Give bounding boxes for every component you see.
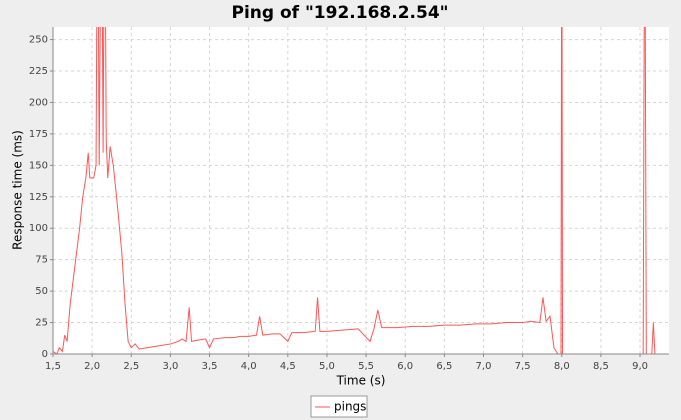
legend-box: [310, 395, 368, 418]
y-tick-label: 75: [35, 255, 48, 266]
chart-title: Ping of "192.168.2.54": [231, 3, 448, 23]
x-tick-label: 2,5: [123, 361, 139, 372]
x-tick-label: 4,0: [241, 361, 257, 372]
data-line: [53, 27, 669, 354]
y-tick-label: 225: [29, 66, 48, 77]
y-tick-label: 25: [35, 318, 48, 329]
y-tick-label: 125: [29, 192, 48, 203]
x-tick-label: 8,5: [593, 361, 609, 372]
y-tick-label: 200: [29, 97, 48, 108]
x-tick-label: 8,0: [554, 361, 570, 372]
x-tick-label: 2,0: [84, 361, 100, 372]
y-tick-label: 0: [42, 349, 48, 360]
x-tick-label: 9,0: [632, 361, 648, 372]
x-tick-label: 3,5: [202, 361, 218, 372]
legend-label: pings: [334, 400, 366, 414]
plot-area: [53, 27, 669, 354]
x-axis-label: Time (s): [336, 374, 386, 388]
x-tick-label: 4,5: [280, 361, 296, 372]
x-tick-label: 6,5: [436, 361, 452, 372]
y-axis-label: Response time (ms): [11, 130, 25, 250]
x-tick-label: 7,5: [515, 361, 531, 372]
x-tick-label: 1,5: [45, 361, 61, 372]
y-tick-label: 100: [29, 223, 48, 234]
x-tick-label: 7,0: [476, 361, 492, 372]
y-tick-label: 150: [29, 160, 48, 171]
x-tick-label: 6,0: [397, 361, 413, 372]
x-tick-label: 3,0: [162, 361, 178, 372]
y-tick-label: 250: [29, 35, 48, 46]
x-tick-label: 5,5: [358, 361, 374, 372]
y-tick-label: 175: [29, 129, 48, 140]
y-tick-label: 50: [35, 286, 48, 297]
x-tick-label: 5,0: [319, 361, 335, 372]
